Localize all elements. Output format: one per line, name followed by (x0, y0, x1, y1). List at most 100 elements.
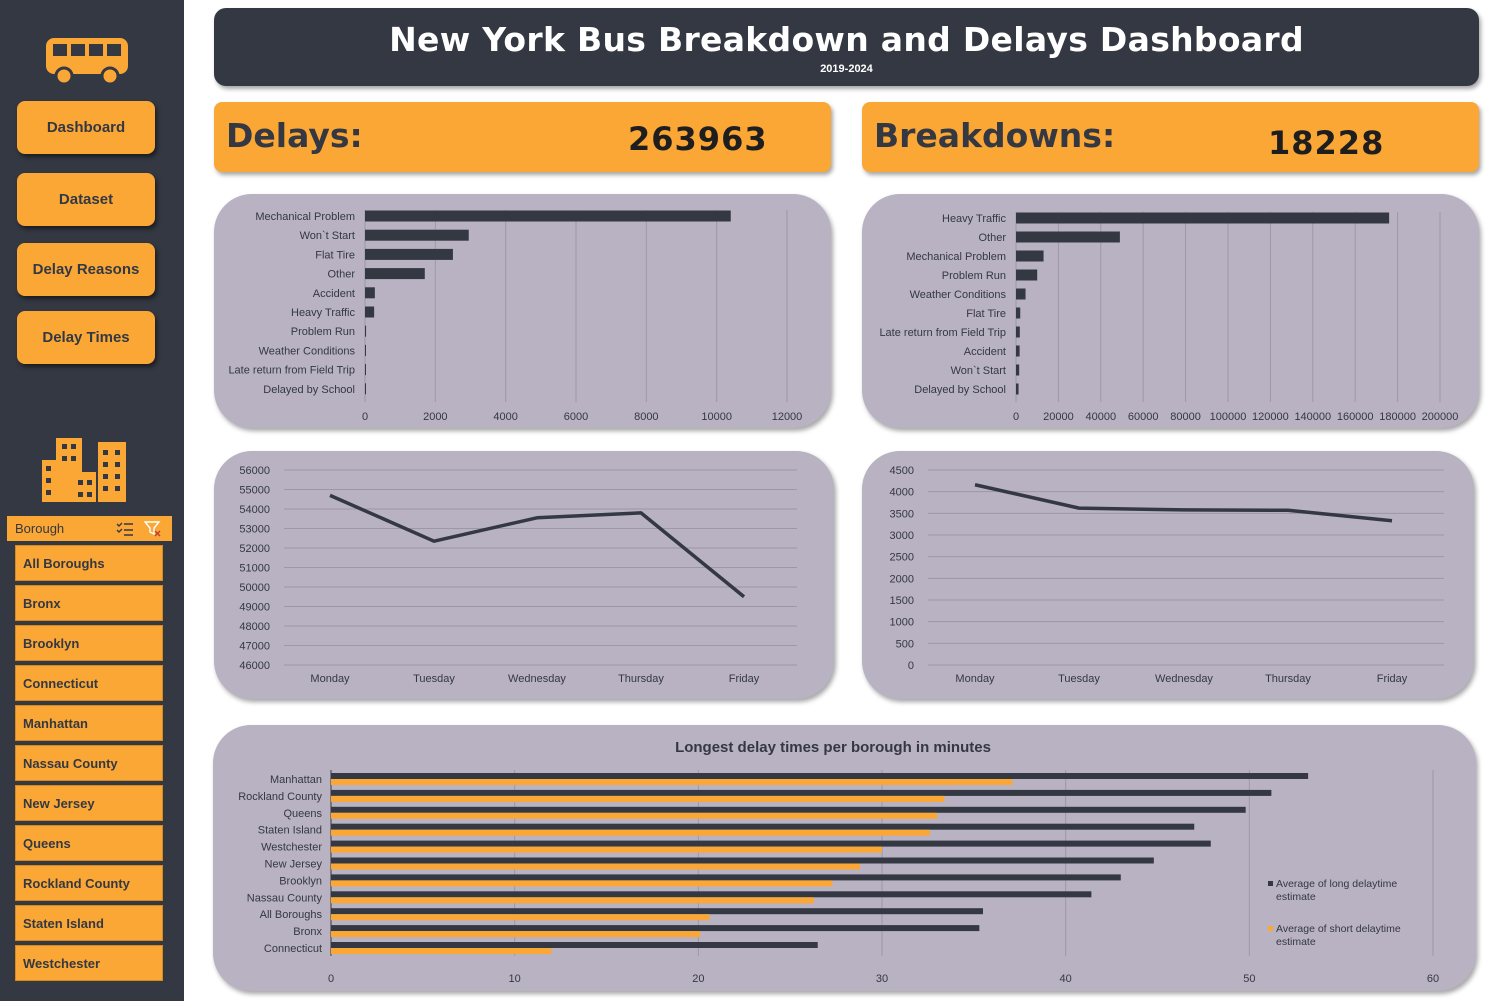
x-tick-label: 30 (876, 973, 888, 985)
category-label: Mechanical Problem (255, 211, 355, 223)
x-tick-label: 80000 (1170, 411, 1201, 423)
breakdown-reasons-chart: 0 20000 40000 60000 80000 100000 120000 140000 1… (862, 194, 1479, 428)
x-tick-label: 10000 (701, 411, 732, 423)
category-label: Nassau County (247, 892, 323, 904)
category-label: Other (978, 232, 1006, 244)
legend-label: Average of long delaytime (1276, 878, 1397, 890)
delay-reasons-chart: 0 2000 4000 6000 8000 10000 12000 Mechanical Pr… (214, 194, 831, 428)
y-tick-label: 1500 (890, 595, 914, 607)
y-tick-label: 52000 (239, 543, 270, 555)
chart-svg: 0 2000 4000 6000 8000 10000 12000 Mechanical Pr… (228, 210, 803, 423)
y-tick-label: 49000 (239, 602, 270, 614)
bar-long (331, 891, 1092, 898)
bar (1016, 383, 1019, 395)
x-tick-label: 0 (362, 411, 368, 423)
category-label: Problem Run (942, 270, 1006, 282)
series-line (329, 493, 746, 599)
legend-label: Average of short delaytime (1276, 923, 1401, 935)
category-label: Accident (313, 288, 355, 300)
x-tick-label: 200000 (1422, 411, 1459, 423)
category-label: Staten Island (258, 825, 322, 837)
legend-swatch (1268, 881, 1273, 886)
x-tick-label: Wednesday (1155, 673, 1213, 685)
x-tick-label: 2000 (423, 411, 447, 423)
chart-svg: 46000 47000 48000 49000 50000 51000 52000 53000… (239, 465, 797, 685)
category-label: Manhattan (270, 774, 322, 786)
x-tick-label: 120000 (1252, 411, 1289, 423)
bar (365, 248, 453, 260)
chart-title: Longest delay times per borough in minut… (675, 739, 991, 756)
category-label: Bronx (293, 926, 322, 938)
x-tick-label: 0 (1013, 411, 1019, 423)
delays-value: 263963 (628, 120, 768, 158)
category-label: Brooklyn (279, 875, 322, 887)
bar-long (331, 908, 984, 915)
x-tick-label: 40 (1060, 973, 1072, 985)
legend-label: estimate (1276, 936, 1316, 948)
borough-option[interactable]: Staten Island (15, 905, 163, 941)
x-tick-label: 160000 (1337, 411, 1374, 423)
borough-delay-times-chart: Longest delay times per borough in minut… (213, 725, 1476, 991)
dataset-button[interactable]: Dataset (17, 173, 155, 226)
x-tick-label: 180000 (1379, 411, 1416, 423)
delays-kpi-card: Delays: 263963 (214, 102, 831, 172)
y-tick-label: 53000 (239, 524, 270, 536)
borough-option[interactable]: Connecticut (15, 665, 163, 701)
x-tick-label: 12000 (772, 411, 803, 423)
borough-option[interactable]: All Boroughs (15, 545, 163, 581)
borough-option[interactable]: Brooklyn (15, 625, 163, 661)
x-tick-label: 140000 (1294, 411, 1331, 423)
borough-option[interactable]: New Jersey (15, 785, 163, 821)
borough-option[interactable]: Rockland County (15, 865, 163, 901)
breakdowns-by-weekday-chart: 0 500 1000 1500 2000 2500 3000 3500 4000 4500 Mond… (862, 451, 1474, 699)
x-tick-label: Tuesday (413, 673, 455, 685)
bar-short (331, 779, 1013, 785)
borough-option[interactable]: Bronx (15, 585, 163, 621)
clear-filter-icon[interactable] (144, 520, 162, 537)
bar-long (331, 925, 980, 932)
borough-option[interactable]: Queens (15, 825, 163, 861)
category-label: All Boroughs (260, 909, 323, 921)
y-tick-label: 48000 (239, 621, 270, 633)
x-tick-label: 50 (1243, 973, 1255, 985)
bar (1016, 345, 1020, 357)
x-tick-label: Thursday (618, 673, 664, 685)
breakdowns-value: 18228 (1268, 124, 1385, 162)
bar (1016, 307, 1021, 319)
delay-reasons-button[interactable]: Delay Reasons (17, 243, 155, 296)
bar-short (331, 880, 833, 887)
bar-short (331, 914, 710, 921)
bar (1016, 364, 1020, 376)
x-tick-label: Friday (1377, 673, 1408, 685)
category-label: Weather Conditions (910, 289, 1007, 301)
borough-option[interactable]: Nassau County (15, 745, 163, 781)
borough-option[interactable]: Manhattan (15, 705, 163, 741)
dashboard-header: New York Bus Breakdown and Delays Dashbo… (214, 8, 1479, 86)
dashboard-button[interactable]: Dashboard (17, 101, 155, 154)
delays-by-weekday-chart: 46000 47000 48000 49000 50000 51000 52000 53000… (214, 451, 834, 699)
category-label: Late return from Field Trip (228, 365, 355, 377)
breakdowns-kpi-card: Breakdowns: 18228 (862, 102, 1479, 172)
y-tick-label: 51000 (239, 563, 270, 575)
delay-times-button[interactable]: Delay Times (17, 311, 155, 364)
y-tick-label: 50000 (239, 582, 270, 594)
borough-option[interactable]: Westchester (15, 945, 163, 981)
buildings-icon (42, 438, 126, 502)
x-tick-label: Monday (310, 673, 350, 685)
category-label: Other (327, 269, 355, 281)
bar (365, 306, 375, 318)
multi-select-icon[interactable] (116, 521, 134, 537)
bar-long (331, 857, 1154, 864)
category-label: Flat Tire (315, 249, 355, 261)
x-tick-label: 60000 (1128, 411, 1159, 423)
bar (1016, 269, 1038, 281)
chart-svg: 0 500 1000 1500 2000 2500 3000 3500 4000 4500 Mond… (890, 465, 1444, 685)
bar-long (331, 823, 1195, 830)
y-tick-label: 55000 (239, 485, 270, 497)
y-tick-label: 3500 (890, 508, 914, 520)
date-range: 2019-2024 (820, 63, 873, 75)
legend-swatch (1268, 926, 1273, 931)
chart-svg: 0 20000 40000 60000 80000 100000 120000 140000 1… (879, 212, 1459, 423)
x-tick-label: 100000 (1210, 411, 1247, 423)
y-tick-label: 2000 (890, 573, 914, 585)
